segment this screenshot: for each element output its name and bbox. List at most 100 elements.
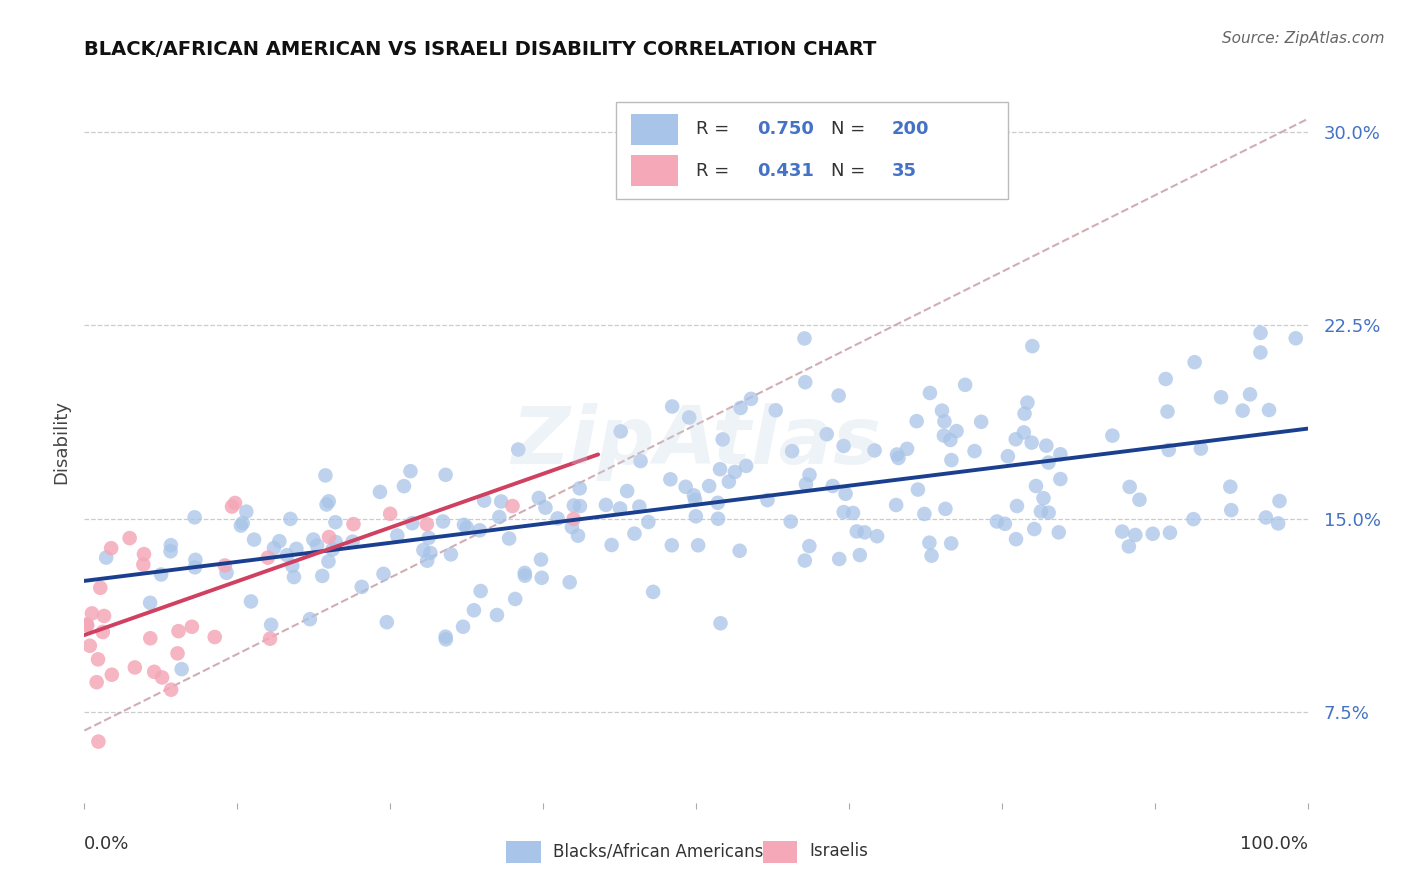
Point <box>595 498 617 512</box>
Point <box>945 424 967 438</box>
Point <box>1250 326 1272 340</box>
Point <box>368 484 391 499</box>
Point <box>243 533 266 547</box>
Point <box>932 428 955 442</box>
Point <box>1184 355 1206 369</box>
Point <box>661 538 683 552</box>
Point <box>451 620 474 634</box>
Point <box>558 575 581 590</box>
Point <box>1268 494 1291 508</box>
Point <box>263 541 285 555</box>
Point <box>215 566 238 580</box>
Point <box>628 500 651 514</box>
Point <box>468 524 491 538</box>
Point <box>150 567 173 582</box>
Point <box>866 529 889 543</box>
Point <box>221 500 243 514</box>
Point <box>160 682 183 697</box>
Point <box>1220 503 1243 517</box>
Text: Israelis: Israelis <box>810 842 869 860</box>
Point <box>86 675 108 690</box>
Point <box>561 520 583 534</box>
Point <box>489 494 512 508</box>
Point <box>907 483 929 497</box>
Point <box>997 449 1019 463</box>
Point <box>934 414 956 428</box>
Point <box>280 512 302 526</box>
Point <box>318 530 340 544</box>
Point <box>1285 331 1308 345</box>
Point <box>1209 390 1232 404</box>
Point <box>794 375 817 389</box>
Text: R =: R = <box>696 161 735 179</box>
Point <box>1189 442 1212 456</box>
Point <box>91 625 114 640</box>
Point <box>1118 540 1140 554</box>
Point <box>683 492 706 507</box>
Point <box>918 386 941 401</box>
Point <box>314 468 336 483</box>
Point <box>568 481 591 495</box>
Point <box>963 444 986 458</box>
Text: N =: N = <box>831 161 870 179</box>
Point <box>828 552 851 566</box>
Point <box>1156 404 1178 418</box>
Point <box>87 734 110 748</box>
Text: 0.0%: 0.0% <box>84 835 129 854</box>
Point <box>637 515 659 529</box>
Point <box>765 403 787 417</box>
Point <box>132 558 155 572</box>
Point <box>1005 532 1028 546</box>
Point <box>1012 425 1035 440</box>
Point <box>569 499 592 513</box>
Point <box>842 506 865 520</box>
Point <box>1029 504 1052 518</box>
Point <box>100 541 122 556</box>
Point <box>416 517 439 532</box>
Point <box>281 558 304 573</box>
Point <box>76 617 98 632</box>
Point <box>322 542 344 557</box>
Point <box>918 535 941 549</box>
Point <box>143 665 166 679</box>
Point <box>1258 403 1281 417</box>
Point <box>488 510 510 524</box>
Point <box>1021 339 1043 353</box>
Point <box>434 630 457 644</box>
Point <box>1101 428 1123 442</box>
Point <box>941 453 963 467</box>
Point <box>1038 456 1060 470</box>
Point <box>1157 442 1180 457</box>
Point <box>79 639 101 653</box>
Point <box>931 403 953 417</box>
Point <box>401 516 423 531</box>
Point <box>527 491 550 505</box>
Point <box>76 618 98 632</box>
Point <box>260 617 283 632</box>
Point <box>502 499 524 513</box>
Point <box>432 515 454 529</box>
Point <box>325 515 347 529</box>
Point <box>884 498 907 512</box>
Point <box>678 410 700 425</box>
Point <box>779 515 801 529</box>
Point <box>132 547 155 561</box>
Point <box>780 444 803 458</box>
Point <box>416 554 439 568</box>
Point <box>1004 432 1026 446</box>
Point <box>1182 512 1205 526</box>
Point <box>508 442 530 457</box>
Point <box>1239 387 1261 401</box>
Point <box>794 477 817 491</box>
Point <box>302 533 325 547</box>
Point <box>124 660 146 674</box>
Point <box>503 592 526 607</box>
Point <box>257 550 280 565</box>
FancyBboxPatch shape <box>763 841 797 863</box>
Text: BLACK/AFRICAN AMERICAN VS ISRAELI DISABILITY CORRELATION CHART: BLACK/AFRICAN AMERICAN VS ISRAELI DISABI… <box>84 40 877 59</box>
Point <box>834 487 856 501</box>
Point <box>170 662 193 676</box>
Point <box>567 529 589 543</box>
Point <box>387 528 409 542</box>
Point <box>325 535 347 549</box>
